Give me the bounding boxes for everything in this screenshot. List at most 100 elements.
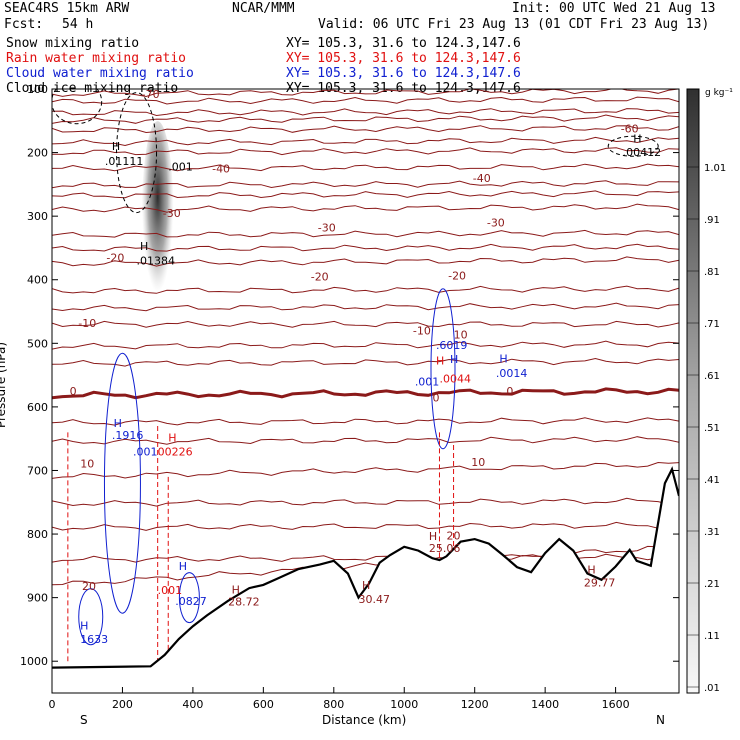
colorbar-label: .51 [704,423,720,434]
cloud-water-contour [78,588,104,646]
contour-annotation: .001 [168,161,193,174]
fcst-label: Fcst: [4,17,44,32]
contour-annotation: .001 [133,445,158,458]
isotherm-line [52,163,679,172]
y-tick-label: 400 [27,274,48,287]
isotherm-line [52,417,679,426]
contour-annotation: H [429,530,437,543]
south-endpoint-label: S [80,713,88,727]
colorbar-label: .81 [704,267,720,278]
x-tick-label: 200 [112,698,133,711]
contour-annotation: H [168,431,176,444]
isotherm-line [52,96,679,105]
contour-annotation: .0014 [496,367,527,380]
colorbar-label: 1.01 [704,163,726,174]
contour-annotation: H [633,133,641,146]
isotherm-line [52,108,679,117]
isotherm-line [52,229,679,238]
field-name-snow: Snow mixing ratio [6,36,140,51]
contour-annotation: H [179,560,187,573]
colorbar-unit: g kg⁻¹ [705,88,733,98]
contour-annotation: H [232,583,240,596]
field-xy-cloud-water: XY= 105.3, 31.6 to 124.3,147.6 [286,66,521,81]
contour-annotation: H [499,353,507,366]
contour-annotation: .1916 [112,429,144,442]
contour-annotation: H [112,140,120,153]
contour-annotation: 25.06 [429,542,461,555]
valid-time: Valid: 06 UTC Fri 23 Aug 13 (01 CDT Fri … [318,17,710,32]
colorbar-label: .01 [704,683,720,694]
isotherm-label: 0 [506,385,513,398]
isotherm-line [52,497,679,507]
colorbar-label: .91 [704,215,720,226]
contour-annotation: .00412 [623,146,662,159]
isotherm-line [52,125,679,134]
isotherm-line [52,114,679,124]
field-name-cloud-water: Cloud water mixing ratio [6,66,194,81]
y-tick-label: 300 [27,210,48,223]
contour-annotation: .0827 [175,595,207,608]
isotherm-label: 10 [80,457,94,470]
y-tick-label: 100 [27,83,48,96]
contour-annotation: .6019 [436,339,468,352]
x-tick-label: 1000 [390,698,418,711]
isotherm-line [52,243,679,252]
contour-annotation: H [436,354,444,367]
x-tick-label: 400 [182,698,203,711]
y-tick-label: 600 [27,401,48,414]
colorbar-label: .61 [704,371,720,382]
isotherm-line [52,203,679,213]
field-name-rain: Rain water mixing ratio [6,51,187,66]
plot-frame [51,88,680,694]
colorbar-label: .31 [704,527,720,538]
colorbar-label: .21 [704,579,720,590]
isotherm-label: -10 [413,325,431,338]
init-time: Init: 00 UTC Wed 21 Aug 13 [512,1,716,16]
contour-annotation: 1633 [80,633,108,646]
isotherm-label: 0 [432,391,439,404]
isotherm-line [52,136,679,147]
snow-contour [116,92,158,214]
colorbar [686,88,700,694]
contour-annotation: H [362,579,370,592]
isotherm-label: -30 [163,207,181,220]
isotherm-label: -30 [487,217,505,230]
field-xy-snow: XY= 105.3, 31.6 to 124.3,147.6 [286,36,521,51]
colorbar-label: .41 [704,475,720,486]
contour-annotation: H [114,417,122,430]
terrain-line [52,466,679,669]
isotherm-label: -70 [142,88,160,101]
y-tick-label: 700 [27,464,48,477]
isotherm-line [52,190,679,199]
isotherm-label: -20 [311,271,329,284]
x-tick-label: 0 [49,698,56,711]
contour-annotation: H [587,564,595,577]
isotherm-line [52,147,679,156]
org-label: NCAR/MMM [232,1,295,16]
cloud-water-contour [430,288,456,450]
cloud-water-contour [178,572,200,624]
isotherm-line [52,180,679,189]
isotherm-line [52,461,679,479]
contour-annotation: H [80,620,88,633]
contour-annotation: .01111 [105,155,144,168]
north-endpoint-label: N [656,713,665,727]
y-tick-label: 800 [27,528,48,541]
colorbar-label: .71 [704,319,720,330]
isotherm-label: -10 [78,317,96,330]
contour-annotation: .001 [415,375,440,388]
isotherm-line [52,521,679,531]
isotherm-label: -40 [212,162,230,175]
contour-annotation: 30.47 [358,593,390,606]
isotherm-line [52,285,679,294]
isotherm-label: -60 [621,122,639,135]
y-tick-label: 500 [27,337,48,350]
isotherm-label: -20 [448,269,466,282]
isotherm-line [52,436,679,445]
isotherm-line [52,387,679,400]
colorbar-label: .11 [704,631,720,642]
x-axis-label: Distance (km) [322,713,407,727]
contour-annotation: 00226 [158,445,193,458]
cloud-water-contour [103,352,141,614]
